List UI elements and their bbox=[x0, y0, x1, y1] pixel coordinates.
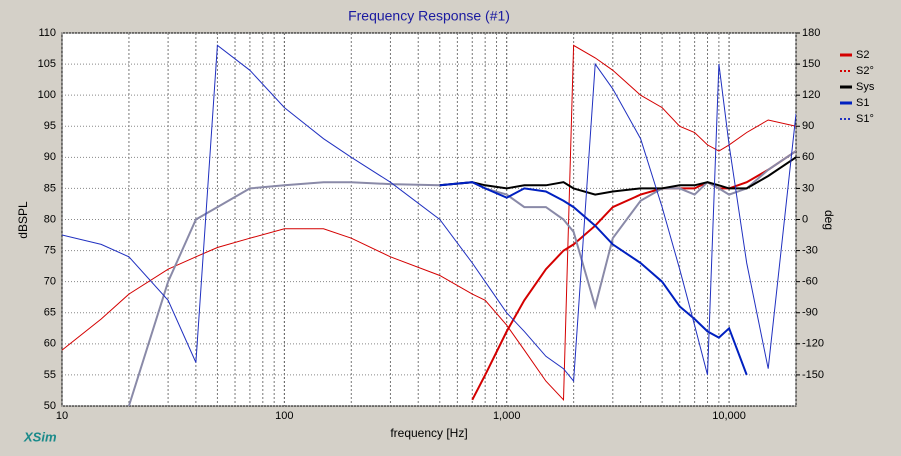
y2-tick-label: 150 bbox=[802, 58, 820, 70]
y2-tick-label: 30 bbox=[802, 182, 814, 194]
y2-tick-label: 60 bbox=[802, 151, 814, 163]
y2-tick-label: 120 bbox=[802, 89, 820, 101]
y2-tick-label: 180 bbox=[802, 27, 820, 39]
y-tick-label: 65 bbox=[44, 307, 56, 319]
legend-label: S1° bbox=[856, 113, 874, 125]
y-tick-label: 105 bbox=[38, 58, 56, 70]
y2-tick-label: -90 bbox=[802, 307, 818, 319]
y-tick-label: 95 bbox=[44, 120, 56, 132]
y-tick-label: 80 bbox=[44, 213, 56, 225]
y-tick-label: 85 bbox=[44, 182, 56, 194]
y-tick-label: 55 bbox=[44, 369, 56, 381]
y2-tick-label: -60 bbox=[802, 276, 818, 288]
y-tick-label: 50 bbox=[44, 400, 56, 412]
y-tick-label: 60 bbox=[44, 338, 56, 350]
series-line bbox=[439, 156, 796, 196]
y2-tick-label: 90 bbox=[802, 120, 814, 132]
x-tick-label: 100 bbox=[275, 410, 293, 422]
y2-tick-label: -30 bbox=[802, 244, 818, 256]
x-axis-label: frequency [Hz] bbox=[390, 426, 467, 440]
legend-label: S2 bbox=[856, 49, 869, 61]
y2-tick-label: -150 bbox=[802, 369, 824, 381]
legend-label: S1 bbox=[856, 97, 869, 109]
y-axis-label: dBSPL bbox=[16, 201, 30, 239]
y-tick-label: 90 bbox=[44, 151, 56, 163]
legend-label: Sys bbox=[856, 81, 875, 93]
y-tick-label: 75 bbox=[44, 244, 56, 256]
chart-title: Frequency Response (#1) bbox=[348, 8, 510, 24]
x-tick-label: 1,000 bbox=[493, 410, 521, 422]
y2-tick-label: -120 bbox=[802, 338, 824, 350]
series-line bbox=[62, 44, 796, 402]
y-tick-label: 100 bbox=[38, 89, 56, 101]
y2-tick-label: 0 bbox=[802, 213, 808, 225]
series-line bbox=[62, 44, 796, 383]
brand: XSim bbox=[23, 429, 57, 444]
x-tick-label: 10,000 bbox=[712, 410, 746, 422]
y-tick-label: 70 bbox=[44, 276, 56, 288]
x-tick-label: 10 bbox=[56, 410, 68, 422]
y-tick-label: 110 bbox=[38, 27, 56, 39]
y2-axis-label: deg bbox=[822, 210, 836, 230]
legend-label: S2° bbox=[856, 65, 874, 77]
